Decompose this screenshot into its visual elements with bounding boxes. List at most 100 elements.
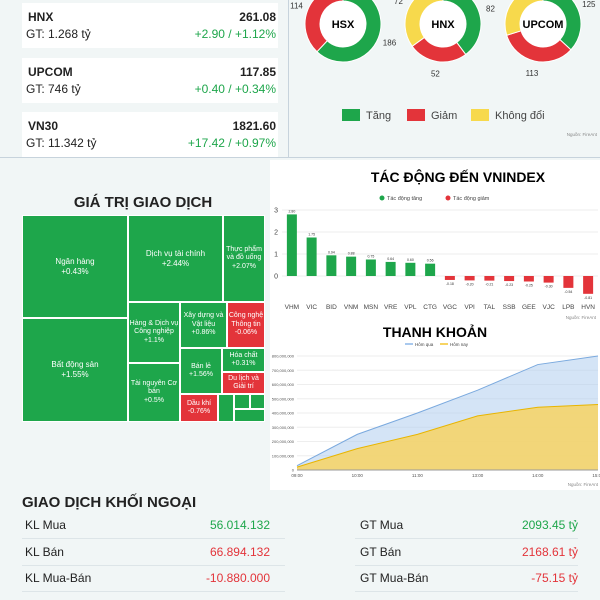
divider bbox=[288, 0, 289, 157]
treemap-cell: Công nghệ Thông tin -0.06% bbox=[227, 302, 265, 348]
donut-label: 82 bbox=[486, 4, 495, 13]
bar bbox=[583, 276, 594, 294]
index-name: VN30 bbox=[28, 119, 59, 133]
small-cell bbox=[250, 394, 265, 409]
x-tick-label: TAL bbox=[484, 304, 496, 311]
row-label: KL Mua bbox=[25, 518, 66, 532]
x-tick-label: 10:00 bbox=[352, 473, 364, 478]
cell-change: -0.76% bbox=[187, 408, 211, 415]
donut-label: 114 bbox=[290, 2, 303, 11]
row-line bbox=[355, 538, 578, 539]
treemap-cell: Bán lẻ +1.56% bbox=[180, 348, 222, 394]
index-gt: GT: 11.342 tỷ bbox=[26, 136, 97, 150]
row-label: GT Mua bbox=[360, 518, 404, 532]
liquidity-chart: THANH KHOẢN Hôm qua Hôm nay 0 100,000,000 200… bbox=[272, 324, 600, 487]
index-card: UPCOM 117.85 GT: 746 tỷ +0.40 / +0.34% bbox=[22, 58, 278, 103]
legend-label: Giảm bbox=[431, 110, 457, 122]
cell-name: Dầu khí bbox=[186, 399, 212, 407]
x-tick-label: VNM bbox=[344, 304, 358, 311]
value-label: 0.75 bbox=[367, 255, 374, 259]
y-tick-label: 400,000,000 bbox=[272, 411, 295, 416]
cell-change: +1.1% bbox=[143, 336, 165, 344]
treemap-cell: Du lịch và Giải trí bbox=[222, 372, 265, 394]
donut-label: 186 bbox=[383, 38, 397, 47]
legend-label: Tác động giảm bbox=[453, 196, 490, 202]
bar bbox=[464, 276, 475, 281]
bar bbox=[425, 263, 436, 276]
cell-change: +0.5% bbox=[143, 396, 165, 404]
source: Nguồn: FireAnt bbox=[566, 315, 597, 320]
bar bbox=[326, 255, 337, 276]
value-label: 0.88 bbox=[348, 252, 355, 256]
divider bbox=[0, 157, 600, 158]
cell-name: Thực phẩm và đồ uống bbox=[226, 245, 262, 262]
index-name: UPCOM bbox=[28, 65, 73, 79]
treemap-cell: Xây dựng và Vật liệu +0.86% bbox=[180, 302, 227, 348]
donut-label: 125 bbox=[582, 0, 596, 9]
cell-name: Tài nguyên Cơ bản bbox=[130, 379, 178, 396]
cell-change: +1.56% bbox=[189, 371, 213, 378]
treemap-cell: Hóa chất +0.31% bbox=[222, 348, 265, 372]
area-line bbox=[296, 403, 599, 468]
small-cell bbox=[218, 394, 234, 422]
legend-label: Hôm qua bbox=[415, 342, 434, 347]
y-tick-label: 100,000,000 bbox=[272, 453, 295, 458]
x-tick-label: HVN bbox=[581, 304, 595, 311]
donut-hole bbox=[520, 1, 566, 47]
value-label: -0.20 bbox=[466, 282, 474, 286]
value-label: 0.64 bbox=[387, 257, 394, 261]
row-value: 66.894.132 bbox=[209, 545, 270, 559]
impact-chart: TÁC ĐỘNG ĐẾN VNINDEX Tác động tăng Tác độn… bbox=[274, 168, 598, 320]
donut-name: HSX bbox=[332, 19, 355, 31]
value-label: -0.23 bbox=[505, 283, 513, 287]
cell-name: Hóa chất bbox=[229, 351, 258, 359]
legend-swatch bbox=[407, 109, 425, 121]
index-change: +0.40 / +0.34% bbox=[194, 82, 276, 96]
index-value: 261.08 bbox=[239, 10, 276, 24]
value-label: -0.25 bbox=[525, 284, 533, 288]
index-card: HNX 261.08 GT: 1.268 tỷ +2.90 / +1.12% bbox=[22, 3, 278, 48]
value-label: -0.21 bbox=[485, 283, 493, 287]
x-tick-label: VJC bbox=[542, 304, 555, 311]
legend-dot bbox=[379, 195, 385, 201]
small-cell bbox=[234, 394, 250, 409]
row-line bbox=[355, 565, 578, 566]
row-value: 2093.45 tỷ bbox=[521, 518, 578, 532]
x-tick-label: 15:00 bbox=[592, 473, 600, 478]
chart-title: TÁC ĐỘNG ĐẾN VNINDEX bbox=[371, 168, 546, 185]
donut-segment bbox=[404, 0, 444, 47]
x-tick-label: 14:00 bbox=[532, 473, 544, 478]
y-tick-label: 300,000,000 bbox=[272, 425, 295, 430]
bar bbox=[543, 276, 554, 283]
donut-name: HNX bbox=[431, 19, 455, 31]
legend-label: Tác động tăng bbox=[387, 196, 422, 202]
value-label: 0.60 bbox=[407, 258, 414, 262]
breadth-charts: 186114HSX825272HNX125113101UPCOMTăngGiảm… bbox=[290, 0, 598, 137]
treemap-cell: Thực phẩm và đồ uống +2.07% bbox=[223, 215, 265, 302]
index-change: +17.42 / +0.97% bbox=[187, 136, 276, 150]
x-tick-label: 13:00 bbox=[472, 473, 484, 478]
cell-name: Du lịch và Giải trí bbox=[228, 374, 259, 390]
donut-hole bbox=[420, 1, 466, 47]
cell-change: +0.31% bbox=[231, 360, 256, 367]
legend-label: Không đổi bbox=[495, 110, 545, 122]
y-tick-label: 0 bbox=[274, 274, 278, 281]
y-tick-label: 800,000,000 bbox=[272, 354, 295, 359]
y-tick-label: 500,000,000 bbox=[272, 396, 295, 401]
donut-name: UPCOM bbox=[523, 19, 564, 31]
donut-hole bbox=[320, 1, 366, 47]
donut-label: 72 bbox=[394, 0, 403, 6]
x-tick-label: 11:00 bbox=[412, 473, 423, 478]
value-label: 0.56 bbox=[427, 259, 434, 263]
x-tick-label: 09:00 bbox=[291, 473, 303, 478]
y-tick-label: 600,000,000 bbox=[272, 382, 295, 387]
index-value: 1821.60 bbox=[232, 119, 276, 133]
cell-name: Bất động sản bbox=[51, 360, 99, 370]
index-gt: GT: 746 tỷ bbox=[26, 82, 81, 96]
index-gt: GT: 1.268 tỷ bbox=[26, 27, 91, 41]
index-change: +2.90 / +1.12% bbox=[194, 27, 276, 41]
x-tick-label: VPI bbox=[464, 304, 475, 311]
x-tick-label: VGC bbox=[443, 304, 457, 311]
cell-change: +2.44% bbox=[161, 258, 190, 268]
index-name: HNX bbox=[28, 10, 54, 24]
